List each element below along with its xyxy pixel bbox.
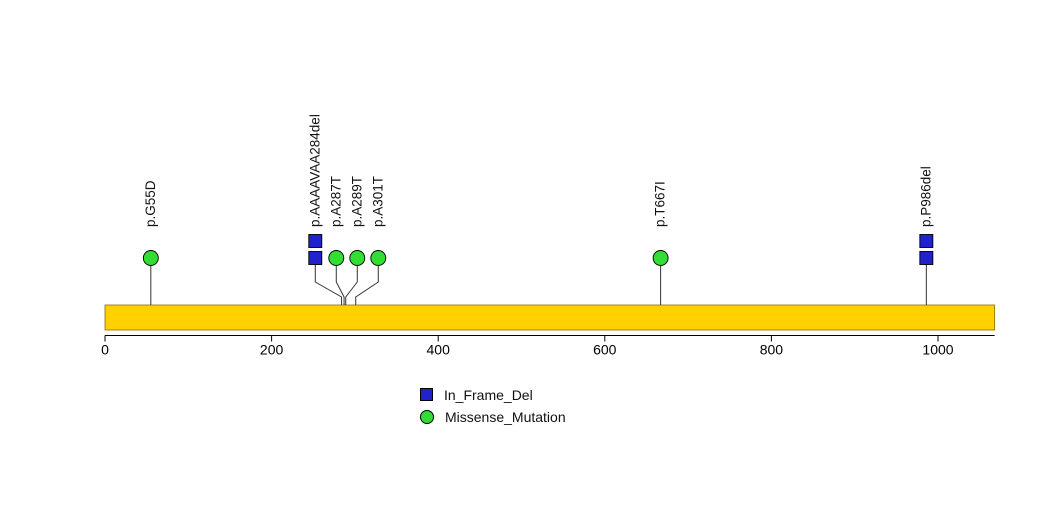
mutation-stem bbox=[355, 258, 379, 305]
legend-item-in-frame-del: In_Frame_Del bbox=[420, 385, 566, 404]
mutation-label: p.A287T bbox=[328, 176, 343, 227]
mutation-marker bbox=[308, 251, 323, 265]
axis-tick-label: 400 bbox=[427, 342, 451, 358]
axis-tick-label: 0 bbox=[101, 342, 109, 358]
mutation-marker bbox=[142, 250, 159, 266]
axis-tick-label: 1000 bbox=[922, 342, 953, 358]
legend: In_Frame_Del Missense_Mutation bbox=[420, 385, 566, 426]
mutation-stem bbox=[345, 258, 358, 305]
mutation-label: p.T667I bbox=[653, 181, 668, 227]
legend-item-missense-mutation: Missense_Mutation bbox=[420, 407, 566, 426]
protein-backbone bbox=[104, 304, 996, 331]
mutation-label: p.AAAAVAA284del bbox=[307, 114, 322, 227]
mutation-label: p.A289T bbox=[349, 176, 364, 227]
mutation-marker bbox=[328, 250, 345, 266]
in-frame-del-swatch-icon bbox=[420, 388, 433, 401]
mutation-label: p.P986del bbox=[918, 166, 933, 227]
missense-mutation-swatch-icon bbox=[420, 409, 434, 424]
axis-tick-label: 800 bbox=[760, 342, 784, 358]
mutation-marker bbox=[919, 251, 934, 265]
mutation-marker bbox=[652, 250, 669, 266]
axis-tick-label: 600 bbox=[593, 342, 617, 358]
mutation-marker bbox=[370, 250, 387, 266]
mutation-marker bbox=[349, 250, 366, 266]
mutation-label: p.G55D bbox=[143, 180, 158, 227]
mutation-stem bbox=[314, 258, 343, 305]
mutation-label: p.A301T bbox=[370, 176, 385, 227]
mutation-stem bbox=[335, 258, 345, 305]
mutation-marker bbox=[919, 234, 934, 248]
mutation-marker bbox=[308, 234, 323, 248]
axis-tick-label: 200 bbox=[260, 342, 284, 358]
legend-label: In_Frame_Del bbox=[444, 386, 533, 403]
legend-label: Missense_Mutation bbox=[445, 408, 566, 425]
